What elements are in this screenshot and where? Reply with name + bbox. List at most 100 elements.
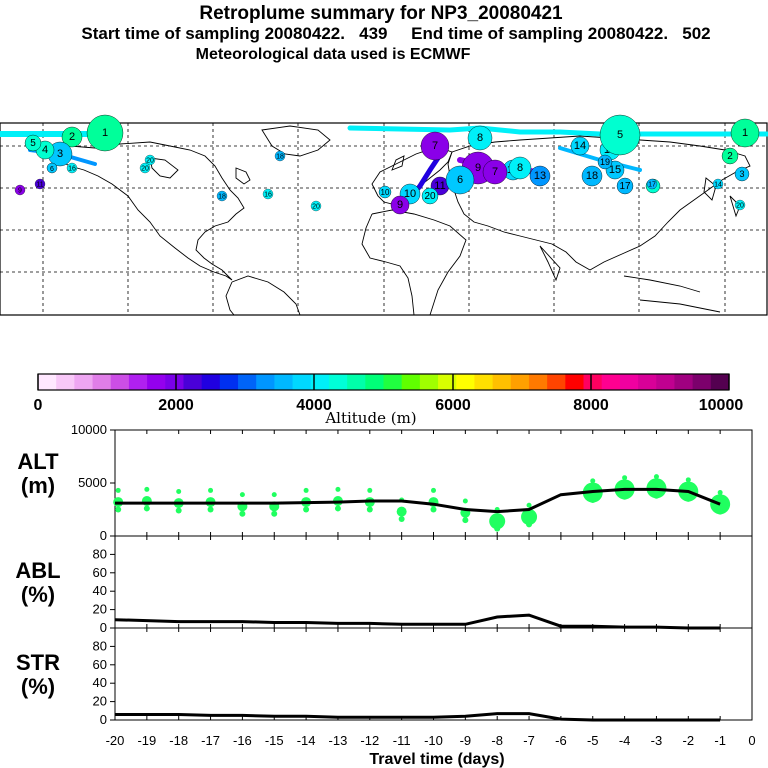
altitude-cluster-point [526, 521, 533, 528]
x-tick-label: -14 [297, 733, 316, 748]
altitude-cluster-point [430, 506, 437, 513]
altitude-cluster-point [143, 505, 150, 512]
plume-marker [730, 118, 760, 148]
altitude-cluster-point [398, 516, 405, 523]
x-tick-label: -8 [491, 733, 503, 748]
colorbar-swatch [383, 374, 403, 390]
panel-frame [114, 627, 753, 721]
altitude-cluster-point [367, 487, 373, 493]
plume-marker-small [34, 178, 46, 190]
plume-marker-label: 11 [36, 182, 43, 189]
x-tick-label: -13 [329, 733, 348, 748]
plume-marker-label: 7 [492, 166, 498, 178]
colorbar-swatch [419, 374, 439, 390]
x-tick-label: -17 [201, 733, 220, 748]
plume-marker [482, 159, 508, 185]
plume-marker-label: 3 [739, 169, 744, 179]
plume-marker-label: 6 [50, 166, 54, 173]
panel-frame [114, 535, 753, 629]
plume-blobs: 1234567891011121314151617181920123456789… [14, 114, 760, 215]
y-tick-label: 40 [93, 583, 107, 598]
x-tick-label: -11 [393, 733, 411, 748]
y-tick-label: 20 [93, 694, 107, 709]
plume-marker [61, 126, 83, 148]
colorbar-tick-label: 2000 [158, 397, 194, 414]
plume-marker-label: 13 [534, 170, 546, 182]
panel-ylabel: ABL [15, 558, 60, 583]
plume-marker [734, 166, 750, 182]
y-tick-label: 5000 [78, 475, 107, 490]
colorbar-swatch [201, 374, 221, 390]
plume-marker-label: 9 [18, 188, 22, 195]
altitude-cluster-point [590, 478, 596, 484]
colorbar-swatch [510, 374, 530, 390]
colorbar-swatch [292, 374, 312, 390]
altitude-cluster-point [526, 502, 532, 508]
altitude-cluster-point [115, 487, 121, 493]
colorbar-swatch [601, 374, 621, 390]
plume-marker-small [712, 178, 724, 190]
y-tick-label: 0 [100, 528, 107, 543]
x-tick-label: -19 [137, 733, 156, 748]
panel-ylabel: (%) [21, 674, 55, 699]
altitude-cluster-point [621, 493, 628, 500]
y-tick-label: 60 [93, 657, 107, 672]
plume-marker-small [310, 200, 322, 212]
colorbar-swatch [547, 374, 566, 390]
plume-marker-label: 8 [477, 132, 483, 144]
plume-marker-small [66, 162, 78, 174]
x-tick-label: -16 [233, 733, 252, 748]
colorbar-swatch [583, 374, 603, 390]
altitude-cluster-point [489, 513, 506, 530]
y-tick-label: 20 [93, 602, 107, 617]
altitude-cluster-point [589, 496, 596, 503]
plume-marker-small [734, 199, 746, 211]
altitude-cluster-point [431, 487, 436, 493]
plume-marker-label: 19 [600, 157, 610, 167]
altitude-cluster-point [176, 488, 182, 494]
plume-marker [24, 134, 42, 152]
colorbar-swatch [565, 374, 585, 390]
altitude-cluster-point [717, 508, 724, 515]
series-line-ABL [114, 613, 721, 630]
altitude-cluster-point [396, 506, 407, 517]
colorbar-swatch [256, 374, 275, 390]
plume-marker-label: 3 [57, 148, 63, 160]
colorbar-swatch [474, 374, 494, 390]
colorbar-swatch [401, 374, 421, 390]
altitude-cluster-point [622, 475, 628, 481]
y-tick-label: 10000 [71, 422, 107, 437]
plume-marker-label: 18 [276, 154, 284, 161]
colorbar-swatch [92, 374, 112, 390]
altitude-cluster-point [494, 525, 501, 532]
plume-marker [721, 147, 739, 165]
plume-marker-label: 6 [457, 174, 463, 186]
plume-marker [597, 154, 613, 170]
plume-marker-small [274, 150, 286, 162]
colorbar-swatch [438, 374, 457, 390]
colorbar-swatch [619, 374, 639, 390]
plume-marker [390, 195, 410, 215]
panel-ylabel: ALT [17, 449, 59, 474]
plume-marker [529, 165, 551, 187]
plume-marker-label: 7 [432, 140, 438, 152]
plume-marker [616, 177, 634, 195]
time-series-panels: 0500010000ALT(m)020406080ABL(%)020406080… [15, 422, 755, 768]
x-tick-label: -9 [460, 733, 472, 748]
plume-marker-label: 10 [404, 188, 416, 200]
altitude-cluster-point [685, 477, 691, 483]
colorbar-swatch [219, 374, 239, 390]
plume-marker-label: 5 [30, 138, 36, 149]
plume-marker [508, 156, 532, 180]
y-tick-label: 60 [93, 565, 107, 580]
colorbar-swatch [238, 374, 257, 390]
altitude-cluster-point [653, 492, 660, 499]
colorbar-swatch [347, 374, 366, 390]
altitude-colorbar: 0 2000 4000 6000 8000 10000 Altitude (m) [34, 373, 743, 427]
sampling-time-line: Start time of sampling 20080422. 439 End… [81, 24, 711, 43]
plume-marker-label: 4 [42, 144, 48, 156]
plume-marker [421, 187, 439, 205]
colorbar-swatch [310, 374, 330, 390]
plume-marker-label: 2 [727, 151, 733, 162]
